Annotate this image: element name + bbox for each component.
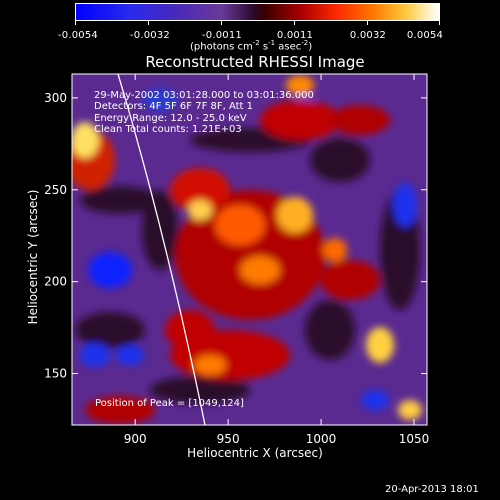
solar-limb-curve <box>117 74 206 425</box>
colorbar-tick-label: 0.0054 <box>406 30 444 41</box>
clean-annotation: Clean Total counts: 1.21E+03 <box>94 124 242 135</box>
energy-annotation: Energy Range: 12.0 - 25.0 keV <box>94 113 247 124</box>
x-tick-label: 1000 <box>306 432 337 446</box>
time-range-annotation: 29-May-2002 03:01:28.000 to 03:01:36.000 <box>94 90 314 101</box>
y-tick-label: 200 <box>44 275 67 289</box>
peak-annotation: Position of Peak = [1049,124] <box>95 398 244 409</box>
colorbar-tickmark <box>294 21 295 25</box>
x-tick-label: 950 <box>217 432 240 446</box>
x-axis-label: Heliocentric X (arcsec) <box>187 446 323 460</box>
colorbar-tick-label: -0.0054 <box>58 30 98 41</box>
x-tick-label: 1050 <box>399 432 430 446</box>
x-axis: 900 950 1000 1050 <box>124 74 430 446</box>
colorbar <box>75 3 440 21</box>
x-tick-label: 900 <box>124 432 147 446</box>
y-axis: 150 200 250 300 <box>44 91 427 381</box>
colorbar-unit-label: (photons cm-2 s-1 asec-2) <box>190 39 313 53</box>
detectors-annotation: Detectors: 4F 5F 6F 7F 8F, Att 1 <box>94 101 254 112</box>
colorbar-tick-label: -0.0011 <box>202 30 242 41</box>
y-tick-label: 300 <box>44 91 67 105</box>
colorbar-tickmark <box>367 21 368 25</box>
colorbar-tickmark <box>439 21 440 25</box>
colorbar-tickmark <box>75 21 76 25</box>
colorbar-tickmark <box>221 21 222 25</box>
colorbar-tick-label: 0.0011 <box>276 30 314 41</box>
colorbar-tickmark <box>148 21 149 25</box>
colorbar-tick-label: 0.0032 <box>349 30 387 41</box>
heatmap-image <box>72 74 427 425</box>
plot-frame <box>71 73 428 426</box>
footer-date: 20-Apr-2013 18:01 <box>385 484 479 495</box>
y-axis-label: Heliocentric Y (arcsec) <box>26 189 40 325</box>
colorbar-gradient <box>75 3 440 21</box>
colorbar-tick-label: -0.0032 <box>130 30 170 41</box>
y-tick-label: 150 <box>44 367 67 381</box>
chart-title: Reconstructed RHESSI Image <box>145 53 365 71</box>
y-tick-label: 250 <box>44 183 67 197</box>
